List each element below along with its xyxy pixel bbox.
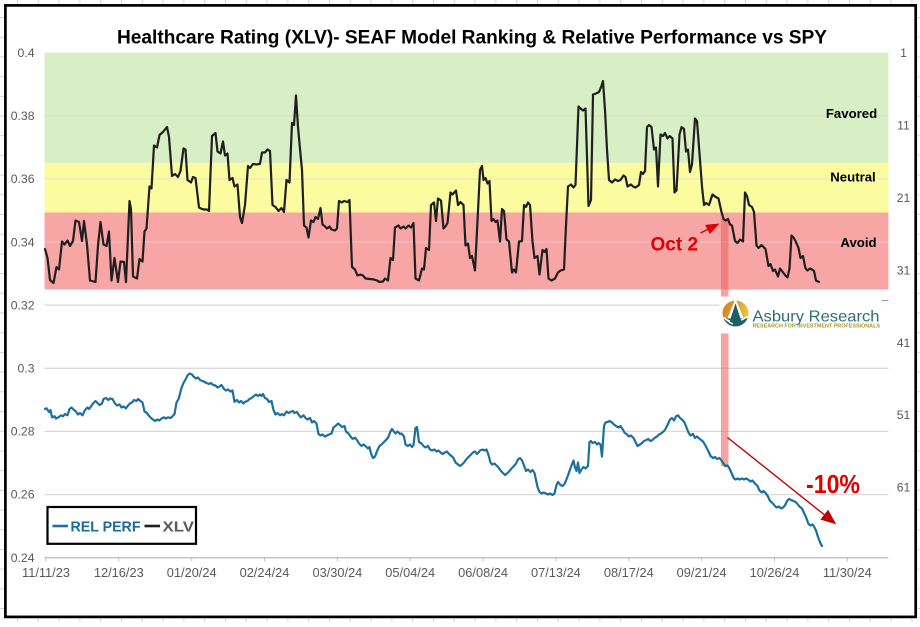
svg-text:RESEARCH FOR INVESTMENT PROFES: RESEARCH FOR INVESTMENT PROFESSIONALS [753,323,881,329]
svg-text:41: 41 [897,336,911,350]
svg-text:08/17/24: 08/17/24 [604,565,654,580]
svg-text:0.36: 0.36 [11,172,35,186]
svg-text:1: 1 [900,46,907,60]
svg-text:12/16/23: 12/16/23 [94,565,144,580]
svg-text:07/13/24: 07/13/24 [531,565,581,580]
svg-text:09/21/24: 09/21/24 [677,565,727,580]
svg-text:03/30/24: 03/30/24 [312,565,362,580]
svg-text:Asbury Research: Asbury Research [753,308,880,325]
svg-text:02/24/24: 02/24/24 [240,565,290,580]
svg-text:11: 11 [897,119,910,133]
svg-text:-10%: -10% [806,471,860,499]
svg-text:Healthcare Rating (XLV)- SEAF: Healthcare Rating (XLV)- SEAF Model Rank… [117,27,827,49]
svg-text:0.26: 0.26 [11,488,35,502]
svg-text:Favored: Favored [826,106,877,121]
svg-text:0.4: 0.4 [18,46,35,60]
svg-text:0.28: 0.28 [11,425,35,439]
svg-text:0.24: 0.24 [11,551,35,565]
svg-text:21: 21 [897,191,911,205]
svg-text:06/08/24: 06/08/24 [458,565,508,580]
svg-text:10/26/24: 10/26/24 [750,565,800,580]
svg-text:Avoid: Avoid [840,235,876,250]
svg-text:REL PERF: REL PERF [71,518,141,535]
svg-text:05/04/24: 05/04/24 [385,565,435,580]
svg-text:0.34: 0.34 [11,235,35,249]
svg-text:11/11/23: 11/11/23 [22,565,70,580]
svg-text:01/20/24: 01/20/24 [167,565,217,580]
svg-text:61: 61 [897,481,911,495]
svg-text:0.3: 0.3 [18,362,35,376]
svg-text:Oct 2: Oct 2 [651,235,699,256]
svg-text:31: 31 [897,263,911,277]
svg-text:11/30/24: 11/30/24 [823,565,872,580]
svg-text:XLV: XLV [163,518,195,535]
svg-text:Neutral: Neutral [830,170,875,185]
svg-text:0.38: 0.38 [11,109,35,123]
svg-text:0.32: 0.32 [11,298,35,312]
svg-text:51: 51 [897,408,911,422]
